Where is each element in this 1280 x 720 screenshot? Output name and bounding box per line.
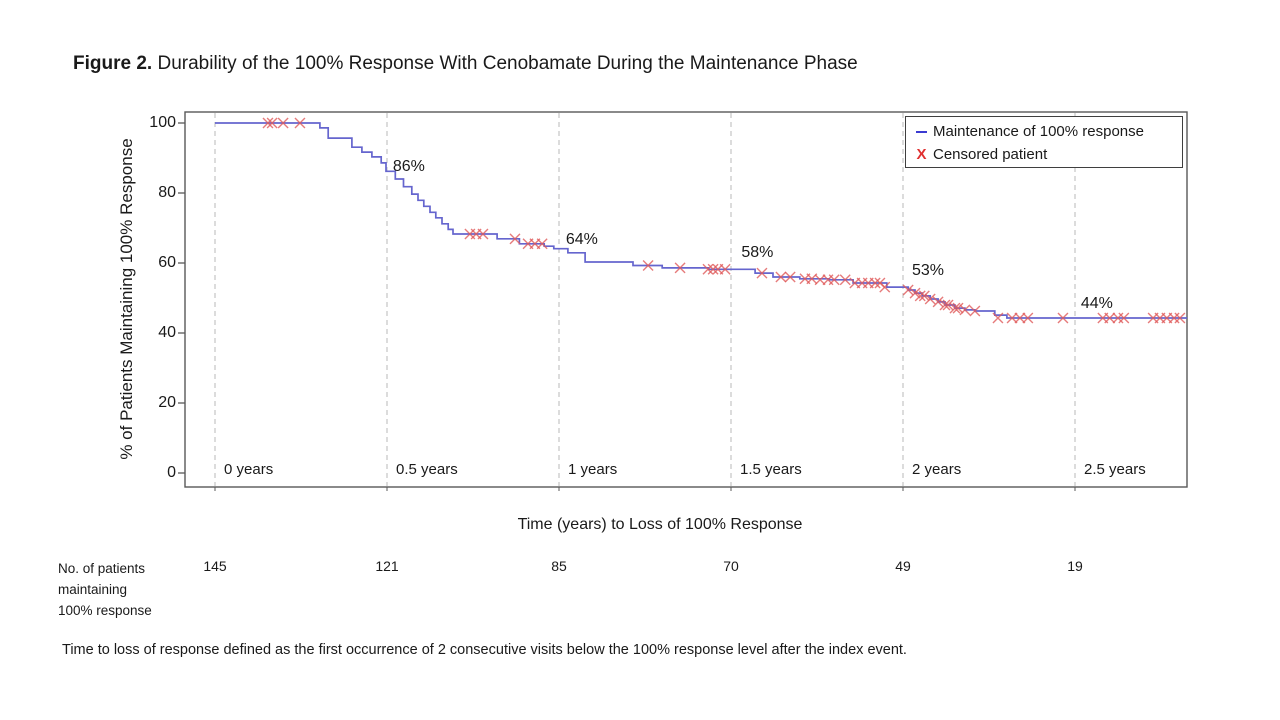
censor-mark xyxy=(942,299,954,311)
legend-item-maintenance: Maintenance of 100% response xyxy=(916,120,1182,143)
y-tick-label: 100 xyxy=(149,114,176,131)
curve-value-annotation: 64% xyxy=(565,231,598,249)
y-tick-label: 80 xyxy=(158,184,176,201)
legend-item-label: Maintenance of 100% response xyxy=(933,123,1144,140)
censor-mark xyxy=(839,274,851,286)
censor-mark xyxy=(918,290,930,302)
y-tick-label: 60 xyxy=(158,254,176,271)
y-tick-label: 40 xyxy=(158,324,176,341)
censor-mark xyxy=(879,281,891,293)
censor-mark xyxy=(509,233,521,245)
censor-mark xyxy=(924,293,936,305)
censor-mark xyxy=(294,117,306,129)
censor-mark xyxy=(869,277,881,289)
risk-table-value: 70 xyxy=(723,558,739,574)
x-tick-label: 0 years xyxy=(224,461,274,478)
figure-title: Figure 2. Durability of the 100% Respons… xyxy=(73,52,858,76)
risk-table-value: 85 xyxy=(551,558,567,574)
censor-mark xyxy=(1104,312,1116,324)
risk-table-value: 19 xyxy=(1067,558,1083,574)
censor-mark xyxy=(914,290,926,302)
risk-table-value: 49 xyxy=(895,558,911,574)
km-curve xyxy=(215,122,1188,319)
legend-item-label: Censored patient xyxy=(933,146,1048,163)
censor-mark xyxy=(756,267,768,279)
censor-mark xyxy=(814,274,826,286)
censor-mark xyxy=(674,262,686,274)
footnote: Time to loss of response defined as the … xyxy=(62,642,907,658)
censor-mark xyxy=(1057,312,1069,324)
censor-mark xyxy=(262,117,274,129)
legend-box: Maintenance of 100% response X Censored … xyxy=(905,116,1183,168)
figure-title-text: Durability of the 100% Response With Cen… xyxy=(157,53,858,74)
censor-mark xyxy=(909,287,921,299)
risk-table-value: 121 xyxy=(375,558,399,574)
censor-mark xyxy=(828,274,840,286)
censor-mark xyxy=(1118,312,1130,324)
legend-item-censored: X Censored patient xyxy=(916,143,1182,166)
risk-table-label-line3: 100% response xyxy=(58,603,152,618)
x-tick-label: 1.5 years xyxy=(740,461,802,478)
y-tick-label: 0 xyxy=(167,464,176,481)
x-axis-title: Time (years) to Loss of 100% Response xyxy=(517,516,803,533)
risk-table-label-line2: maintaining xyxy=(58,582,128,597)
plot-border xyxy=(184,111,1188,488)
censor-mark xyxy=(702,263,714,275)
curve-value-annotation: 44% xyxy=(1080,294,1113,312)
censor-mark xyxy=(1022,312,1034,324)
censor-mark xyxy=(707,263,719,275)
censor-mark xyxy=(775,271,787,283)
x-tick-label: 2.5 years xyxy=(1084,461,1146,478)
censor-mark xyxy=(477,228,489,240)
curve-value-annotation: 86% xyxy=(392,158,425,175)
y-axis-title: % of Patients Maintaining 100% Response xyxy=(117,138,136,460)
legend-x-marker: X xyxy=(916,146,927,163)
curve-value-annotation: 53% xyxy=(911,261,944,279)
curve-value-annotation: 58% xyxy=(741,244,774,262)
censor-mark xyxy=(992,312,1004,324)
censor-mark xyxy=(932,296,944,308)
x-tick-label: 2 years xyxy=(912,461,962,478)
censor-mark xyxy=(1014,312,1026,324)
y-tick-label: 20 xyxy=(158,394,176,411)
censor-mark xyxy=(1006,312,1018,324)
censor-mark xyxy=(969,305,981,317)
censor-mark xyxy=(266,117,278,129)
censor-mark xyxy=(959,304,971,316)
censor-mark xyxy=(949,302,961,314)
censor-mark xyxy=(536,238,548,250)
risk-table-value: 145 xyxy=(203,558,227,574)
censor-mark xyxy=(1174,312,1186,324)
censor-mark xyxy=(277,117,289,129)
x-tick-label: 0.5 years xyxy=(396,461,458,478)
censor-mark xyxy=(784,271,796,283)
risk-table-label-line1: No. of patients xyxy=(58,561,146,576)
censor-mark xyxy=(902,284,914,296)
censor-mark xyxy=(719,263,731,275)
legend-line-marker xyxy=(916,130,927,133)
censor-mark xyxy=(642,259,654,271)
figure-title-prefix: Figure 2. xyxy=(73,53,153,74)
censor-mark xyxy=(952,302,964,314)
x-tick-label: 1 years xyxy=(568,461,618,478)
censor-mark xyxy=(939,299,951,311)
